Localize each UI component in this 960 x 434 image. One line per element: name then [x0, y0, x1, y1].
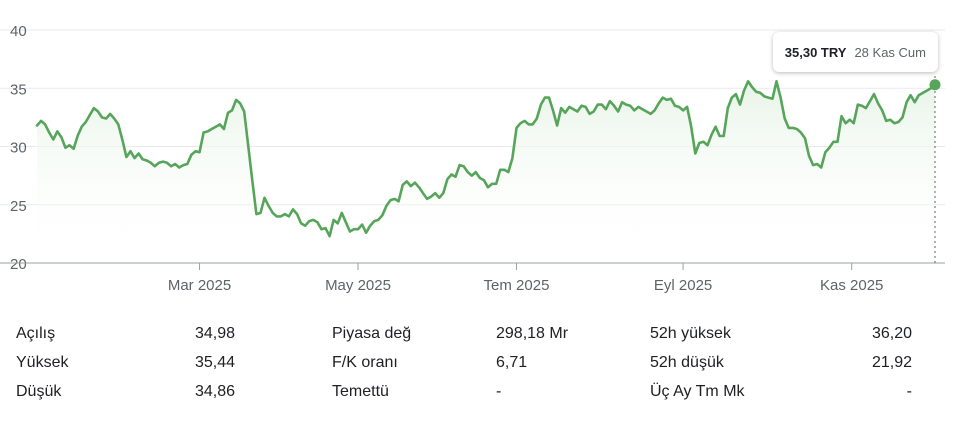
- stat-value: 34,86: [194, 383, 235, 400]
- stat-value: 36,20: [871, 325, 912, 342]
- x-tick-label: May 2025: [325, 277, 391, 294]
- price-area-fill: [37, 81, 935, 263]
- y-tick-label: 25: [10, 198, 27, 215]
- stat-value: 298,18 Mr: [496, 325, 569, 342]
- hover-point: [929, 79, 941, 91]
- stats-row: Yüksek 35,44 F/K oranı 6,71 52h düşük 21…: [0, 349, 960, 377]
- price-chart[interactable]: 20 25 30 35 40 Mar 2025 May 2025 Tem 2025 Eyl 20…: [0, 0, 960, 300]
- stats-row: Açılış 34,98 Piyasa değ 298,18 Mr 52h yü…: [0, 320, 960, 348]
- stat-value: 21,92: [871, 354, 912, 371]
- stat-label: 52h yüksek: [650, 325, 731, 342]
- x-tick-label: Kas 2025: [820, 277, 883, 294]
- x-tick-label: Eyl 2025: [654, 277, 712, 294]
- tooltip-price: 35,30 TRY: [784, 44, 847, 60]
- price-tooltip: 35,30 TRY 28 Kas Cum: [772, 32, 938, 72]
- stat-label: Düşük: [16, 383, 62, 400]
- stat-label: 52h düşük: [650, 354, 724, 371]
- price-chart-svg[interactable]: 20 25 30 35 40 Mar 2025 May 2025 Tem 2025 Eyl 20…: [0, 0, 960, 300]
- stat-value: -: [496, 383, 502, 400]
- stat-value: -: [906, 383, 912, 400]
- tooltip-date: 28 Kas Cum: [854, 44, 926, 60]
- stat-label: Üç Ay Tm Mk: [650, 383, 745, 400]
- y-tick-label: 40: [10, 23, 27, 40]
- y-tick-label: 20: [10, 256, 27, 273]
- stat-value: 6,71: [496, 354, 528, 371]
- price-series-line: [35, 80, 937, 238]
- x-tick-label: Mar 2025: [168, 277, 231, 294]
- stat-label: Piyasa değ: [332, 325, 412, 342]
- stat-label: Açılış: [16, 325, 56, 342]
- stat-label: Temettü: [332, 383, 389, 400]
- y-tick-label: 30: [10, 140, 27, 157]
- stat-value: 35,44: [194, 354, 235, 371]
- y-tick-label: 35: [10, 81, 27, 98]
- stat-value: 34,98: [194, 325, 235, 342]
- stat-label: F/K oranı: [332, 354, 398, 371]
- x-tick-label: Tem 2025: [484, 277, 550, 294]
- stat-label: Yüksek: [16, 354, 69, 371]
- stats-row: Düşük 34,86 Temettü - Üç Ay Tm Mk -: [0, 378, 960, 406]
